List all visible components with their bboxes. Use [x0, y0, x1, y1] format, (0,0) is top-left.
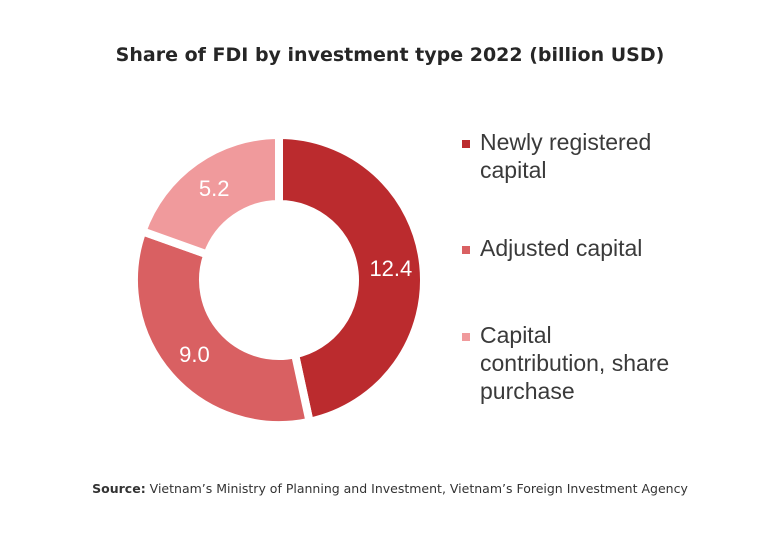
- data-label: 9.0: [179, 342, 210, 367]
- legend-item-capital-contribution: Capital contribution, share purchase: [462, 321, 680, 405]
- source-note: Source: Vietnam’s Ministry of Planning a…: [0, 481, 780, 496]
- legend-item-newly-registered: Newly registered capital: [462, 128, 680, 184]
- legend-swatch: [462, 333, 470, 341]
- legend-label: Capital contribution, share purchase: [480, 322, 670, 404]
- legend-label: Adjusted capital: [480, 235, 643, 261]
- donut-slice: [275, 130, 428, 427]
- legend-swatch: [462, 140, 470, 148]
- legend-label: Newly registered capital: [480, 129, 652, 183]
- legend-item-adjusted: Adjusted capital: [462, 234, 680, 262]
- donut-slice: [137, 130, 283, 260]
- data-label: 12.4: [369, 256, 412, 281]
- source-text: Vietnam’s Ministry of Planning and Inves…: [145, 481, 688, 496]
- legend-swatch: [462, 246, 470, 254]
- chart-title: Share of FDI by investment type 2022 (bi…: [115, 44, 665, 66]
- donut-slice: [130, 226, 315, 429]
- data-label: 5.2: [199, 176, 230, 201]
- source-prefix: Source:: [92, 481, 146, 496]
